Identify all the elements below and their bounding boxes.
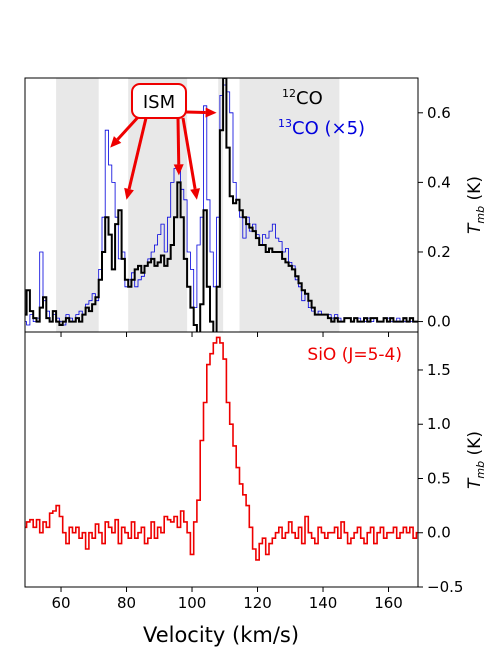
- x-tick-label: 60: [51, 594, 70, 612]
- top-x-ticks: [60, 332, 390, 337]
- x-axis-label: Velocity (km/s): [143, 623, 299, 647]
- ism-arrow-head: [205, 107, 217, 118]
- y-tick-label: 0.5: [427, 469, 451, 487]
- series-line-12co: [25, 78, 418, 332]
- series-line-sio-j-5-4-: [25, 336, 418, 561]
- x-tick-label: 140: [309, 594, 338, 612]
- ism-arrow-head: [190, 188, 200, 200]
- ism-label: ISM: [143, 92, 175, 113]
- y-tick-label: 0.2: [427, 243, 451, 261]
- ism-arrows: [110, 107, 217, 200]
- legend-13co-sup: 13: [278, 117, 292, 130]
- shaded-region-4: [239, 78, 340, 332]
- ism-arrow-head: [110, 136, 122, 148]
- legend-13co: 13CO (×5): [278, 117, 365, 139]
- ism-arrow-shaft: [185, 110, 206, 115]
- x-tick-label: 100: [178, 594, 207, 612]
- co-spectrum-panel: 0.0 0.2 0.4 0.6 Tmb (K) 12CO 13CO (×5) ISM: [24, 77, 487, 337]
- co-series-group: [25, 78, 418, 332]
- sio-spectrum-panel: −0.5 0.0 0.5 1.0 1.5 60 80 100 120 140 160 Tmb (K…: [24, 331, 487, 647]
- x-tick-label: 80: [117, 594, 136, 612]
- y-tick-label: 1.5: [427, 361, 451, 379]
- legend-12co-text: CO: [296, 88, 323, 109]
- y-tick-label: 0.4: [427, 173, 451, 191]
- ism-arrow-shaft: [181, 117, 197, 190]
- y-tick-label: 0.6: [427, 104, 451, 122]
- legend-12co: 12CO: [282, 87, 323, 109]
- x-tick-label: 120: [243, 594, 272, 612]
- bottom-y-label-unit: (K): [465, 431, 485, 461]
- sio-series-group: [25, 336, 418, 561]
- bottom-y-label-sub: mb: [474, 461, 487, 479]
- top-y-label-unit: (K): [465, 176, 485, 206]
- legend-12co-sup: 12: [282, 87, 296, 100]
- bottom-x-ticks: 60 80 100 120 140 160: [51, 587, 403, 612]
- ism-arrow-shaft: [116, 113, 142, 141]
- ism-arrow-shaft: [176, 117, 181, 165]
- y-tick-label: 0.0: [427, 313, 451, 331]
- y-tick-label: 1.0: [427, 415, 451, 433]
- bottom-y-axis-label: Tmb (K): [465, 431, 487, 489]
- bottom-y-label-t: T: [465, 477, 485, 489]
- y-tick-label: 0.0: [427, 524, 451, 542]
- x-tick-label: 160: [374, 594, 403, 612]
- top-y-label-t: T: [465, 222, 485, 234]
- top-y-axis-label: Tmb (K): [465, 176, 487, 234]
- shaded-region-1: [56, 78, 99, 332]
- top-y-label-sub: mb: [474, 206, 487, 224]
- bottom-y-ticks: −0.5 0.0 0.5 1.0 1.5: [418, 361, 463, 596]
- ism-arrow-shaft: [127, 117, 148, 190]
- ism-arrow-head: [173, 164, 184, 176]
- ism-label-box: [131, 83, 187, 119]
- legend-13co-text: CO (×5): [292, 118, 365, 139]
- y-tick-label: −0.5: [427, 578, 463, 596]
- bottom-plot-frame: [24, 331, 419, 588]
- legend-sio: SiO (J=5-4): [307, 345, 402, 365]
- top-y-ticks: 0.0 0.2 0.4 0.6: [418, 104, 451, 331]
- ism-arrow-head: [124, 187, 134, 200]
